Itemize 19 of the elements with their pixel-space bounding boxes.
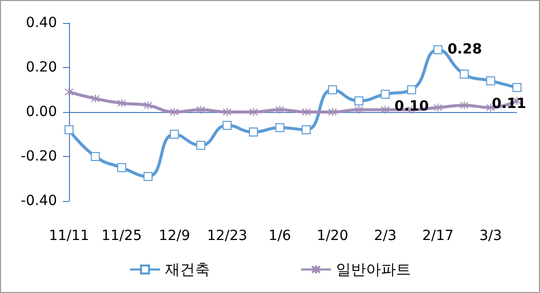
x-tick-label: 1/20 bbox=[316, 228, 348, 244]
x-tick-label: 12/23 bbox=[206, 228, 248, 244]
y-tick-label: 0.20 bbox=[26, 60, 57, 76]
x-tick-label: 11/11 bbox=[48, 228, 90, 244]
legend-label: 재건축 bbox=[165, 260, 210, 278]
y-tick-label: 0.40 bbox=[26, 15, 57, 31]
x-tick-label: 1/6 bbox=[268, 228, 292, 244]
x-tick-label: 12/9 bbox=[158, 228, 190, 244]
x-tick-label: 2/17 bbox=[422, 228, 454, 244]
y-tick-label: -0.20 bbox=[20, 148, 57, 164]
data-label: 0.28 bbox=[447, 42, 482, 58]
x-tick-label: 2/3 bbox=[374, 228, 396, 244]
y-tick-label: 0.00 bbox=[26, 104, 57, 120]
data-label: 0.11 bbox=[492, 96, 526, 112]
x-tick-label: 3/3 bbox=[479, 228, 502, 244]
legend-label: 일반아파트 bbox=[336, 260, 411, 278]
x-tick-label: 11/25 bbox=[102, 228, 142, 244]
y-tick-label: -0.40 bbox=[20, 193, 57, 209]
data-label: 0.10 bbox=[394, 98, 430, 114]
